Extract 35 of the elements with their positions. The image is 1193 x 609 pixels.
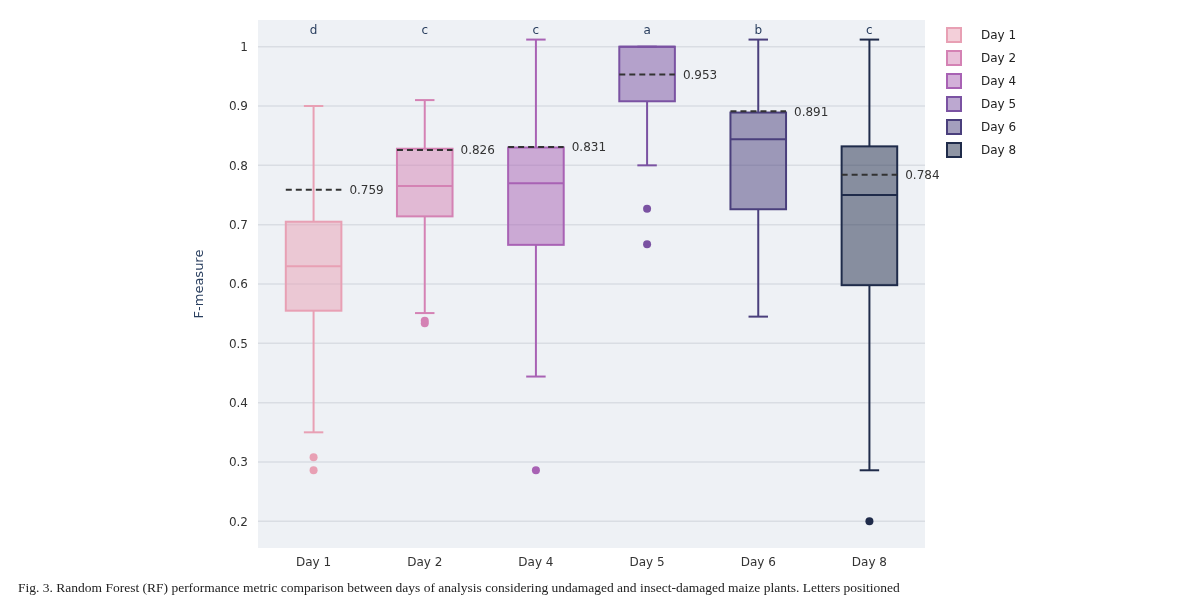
annotation: 0.891 (794, 104, 829, 119)
y-tick-label: 0.2 (228, 514, 248, 529)
x-tick-label: Day 1 (296, 555, 332, 569)
x-tick-label: Day 5 (629, 555, 665, 569)
legend-label: Day 4 (981, 74, 1017, 89)
y-tick-label: 0.9 (228, 99, 248, 114)
x-tick-label: Day 6 (740, 555, 776, 569)
y-tick-label: 0.8 (228, 158, 248, 173)
y-tick-label: 0.4 (228, 395, 248, 410)
annotation: c (421, 23, 429, 37)
annotation: 0.759 (349, 182, 384, 197)
legend-label: Day 6 (981, 120, 1017, 135)
legend-label: Day 8 (981, 143, 1017, 158)
x-tick-label: Day 2 (407, 555, 443, 569)
annotation: a (643, 23, 651, 37)
annotation: 0.831 (571, 140, 607, 155)
annotation: 0.953 (682, 67, 718, 82)
legend-label: Day 2 (981, 51, 1017, 66)
annotation: 0.784 (905, 168, 940, 183)
legend-label: Day 1 (981, 28, 1017, 43)
legend-label: Day 5 (981, 97, 1017, 112)
annotation: 0.826 (460, 143, 495, 158)
y-tick-label: 0.7 (228, 217, 248, 232)
y-tick-label: 0.6 (228, 277, 248, 292)
annotation: c (532, 23, 540, 37)
y-tick-label: 0.5 (228, 336, 248, 351)
annotation: c (866, 23, 873, 37)
y-tick-label: 1 (240, 39, 248, 54)
annotation: d (309, 23, 318, 37)
y-tick-label: 0.3 (228, 455, 248, 470)
caption: Fig. 3. Random Forest (RF) performance metric comparison between days of analysis considering undamaged and insect-damaged maize plants. Letters positioned (18, 580, 901, 595)
annotation: b (754, 23, 763, 37)
x-tick-label: Day 8 (851, 555, 887, 569)
x-tick-label: Day 4 (518, 555, 554, 569)
y-axis-title: F-measure (191, 249, 206, 319)
